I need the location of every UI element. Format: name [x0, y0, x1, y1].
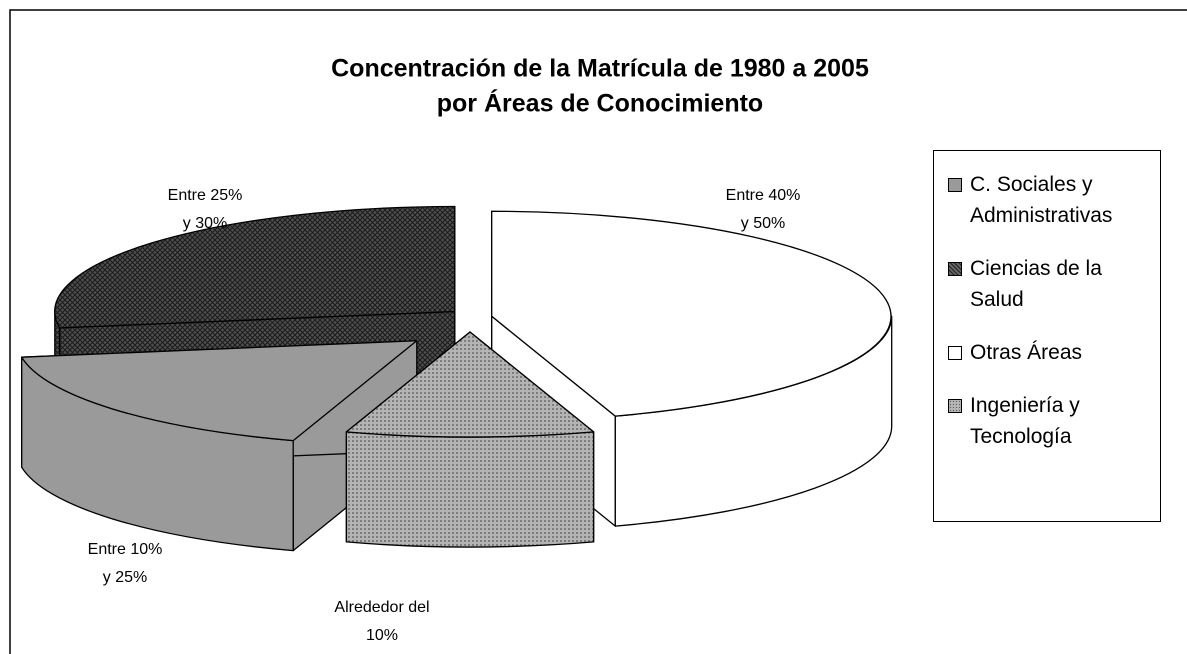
data-label: y 25% — [103, 569, 147, 586]
legend-swatch — [948, 178, 962, 192]
legend-item: Otras Áreas — [948, 337, 1152, 368]
legend-item: Ingeniería y Tecnología — [948, 390, 1152, 452]
legend-item: Ciencias de la Salud — [948, 253, 1152, 315]
legend-item: C. Sociales y Administrativas — [948, 169, 1152, 231]
slice — [54, 205, 456, 329]
legend-label: C. Sociales y Administrativas — [970, 173, 1113, 227]
chart-title: Concentración de la Matrícula de 1980 a … — [331, 55, 869, 83]
legend-swatch — [948, 346, 962, 360]
legend-swatch — [948, 262, 962, 276]
legend-swatch — [948, 399, 962, 413]
slice — [345, 331, 595, 438]
data-label: Entre 10% — [88, 541, 163, 558]
chart-title: por Áreas de Conocimiento — [437, 89, 763, 118]
legend-label: Ingeniería y Tecnología — [970, 394, 1080, 448]
slice — [21, 340, 418, 442]
data-label: Entre 40% — [726, 187, 801, 204]
legend: C. Sociales y Administrativas Ciencias de… — [933, 150, 1161, 522]
slice — [491, 210, 892, 417]
data-label: y 30% — [183, 215, 227, 232]
data-label: Alrededor del — [334, 599, 429, 616]
legend-label: Ciencias de la Salud — [970, 257, 1102, 311]
legend-label: Otras Áreas — [970, 341, 1083, 364]
slice-side — [345, 431, 595, 548]
chart-frame — [9, 9, 1187, 654]
data-label: Entre 25% — [168, 187, 243, 204]
data-label: y 50% — [741, 215, 785, 232]
data-label: 10% — [366, 627, 398, 644]
